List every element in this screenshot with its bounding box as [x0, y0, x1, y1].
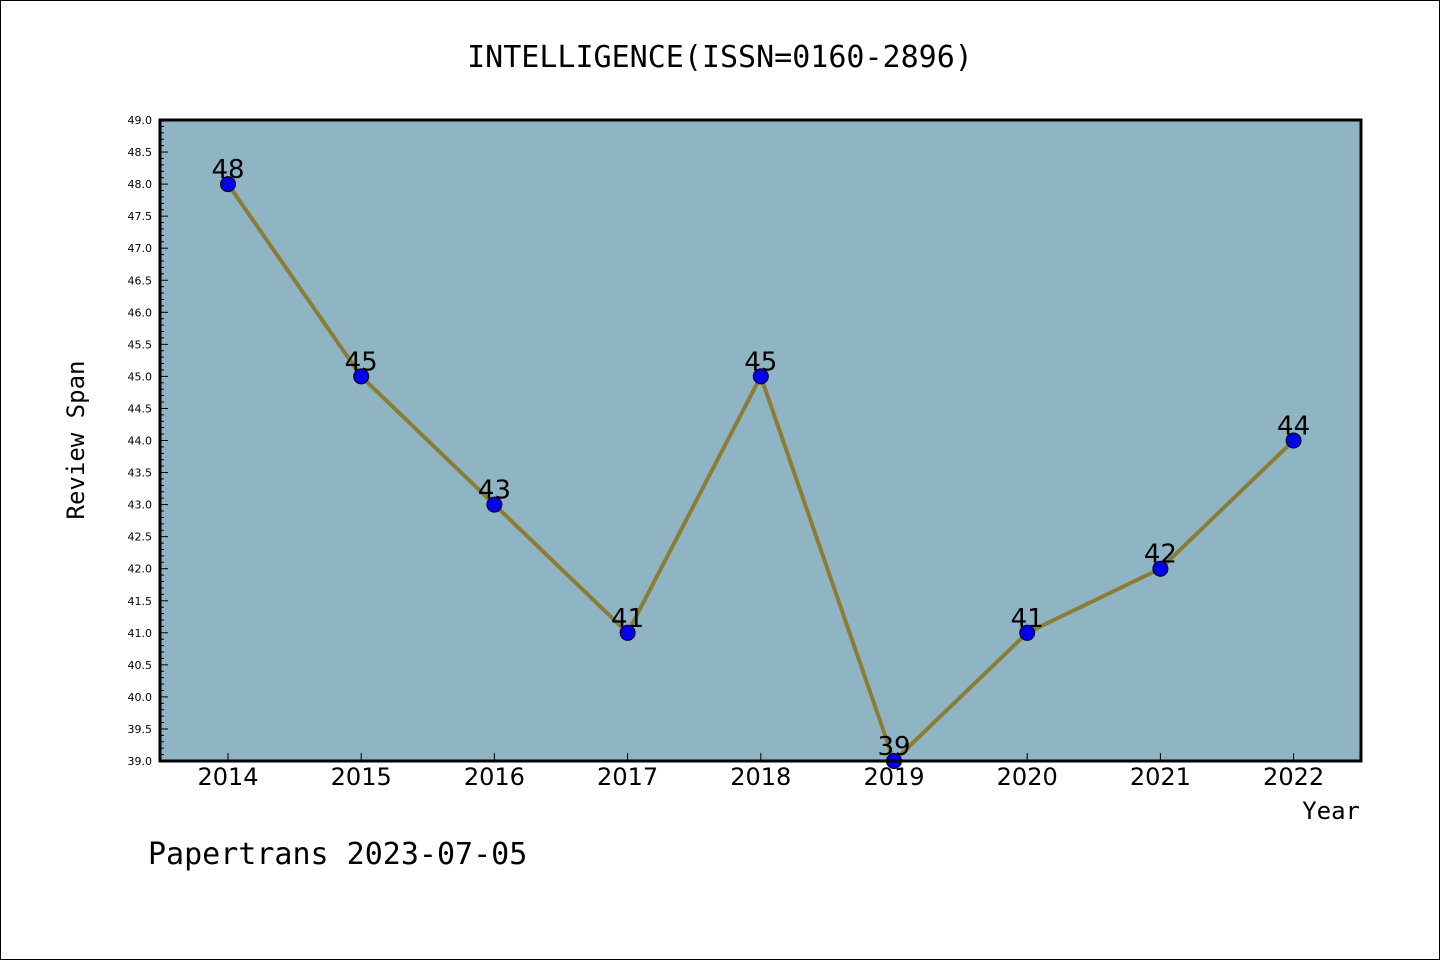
data-label: 42 [1144, 540, 1177, 570]
x-tick-label: 2016 [464, 763, 525, 791]
y-tick-label: 39.5 [128, 723, 153, 736]
x-axis-label: Year [1302, 797, 1360, 825]
y-tick-label: 39.0 [128, 755, 153, 768]
data-label: 43 [478, 476, 511, 506]
data-point-marker [1019, 624, 1036, 641]
data-labels: 48 45 43 41 45 39 41 42 44 [211, 155, 1310, 762]
data-point-marker [619, 624, 636, 641]
y-tick-label: 47.0 [128, 242, 153, 255]
x-tick-label: 2015 [331, 763, 392, 791]
y-axis: 39.0 39.5 40.0 40.5 41.0 41.5 42.0 42.5 43.0 43.5… [128, 114, 168, 768]
y-tick-label: 41.0 [128, 627, 153, 640]
data-point-marker [1152, 560, 1169, 577]
plot-border [158, 118, 1363, 763]
y-tick-label: 44.0 [128, 435, 153, 448]
data-label: 48 [211, 155, 244, 185]
y-tick-label: 46.0 [128, 306, 153, 319]
data-label: 44 [1277, 412, 1310, 442]
x-tick-label: 2022 [1263, 763, 1324, 791]
y-tick-label: 49.0 [128, 114, 153, 127]
x-tick-label: 2020 [997, 763, 1058, 791]
x-tick-label: 2018 [730, 763, 791, 791]
x-tick-label: 2014 [197, 763, 258, 791]
data-label: 45 [744, 347, 777, 377]
data-point-marker [353, 368, 370, 385]
y-tick-label: 45.5 [128, 338, 153, 351]
y-tick-label: 40.5 [128, 659, 153, 672]
data-label: 41 [611, 604, 644, 634]
y-tick-label: 44.5 [128, 402, 153, 415]
y-axis-label: Review Span [62, 361, 90, 520]
y-tick-label: 41.5 [128, 595, 153, 608]
x-axis: 2014 2015 2016 2017 2018 2019 2020 2021 2022 [197, 753, 1324, 791]
y-tick-label: 45.0 [128, 370, 153, 383]
y-tick-label: 40.0 [128, 691, 153, 704]
footer-stamp: Papertrans 2023-07-05 [148, 837, 527, 872]
data-point-marker [752, 368, 769, 385]
data-point-marker [1285, 432, 1302, 449]
data-label: 45 [345, 347, 378, 377]
y-tick-label: 46.5 [128, 274, 153, 287]
plot-area [160, 120, 1361, 761]
chart-title: INTELLIGENCE(ISSN=0160-2896) [467, 40, 973, 75]
y-tick-label: 47.5 [128, 210, 153, 223]
data-point-marker [220, 176, 236, 193]
data-point-marker [486, 496, 503, 513]
y-tick-label: 48.5 [128, 146, 153, 159]
y-tick-label: 42.5 [128, 531, 153, 544]
y-tick-label: 48.0 [128, 178, 153, 191]
data-markers [220, 176, 1302, 769]
y-tick-label: 43.5 [128, 467, 153, 480]
y-tick-label: 42.0 [128, 563, 153, 576]
data-label: 39 [877, 732, 910, 762]
x-tick-label: 2021 [1130, 763, 1191, 791]
x-tick-label: 2017 [597, 763, 658, 791]
y-tick-label: 43.0 [128, 499, 153, 512]
data-label: 41 [1011, 604, 1044, 634]
